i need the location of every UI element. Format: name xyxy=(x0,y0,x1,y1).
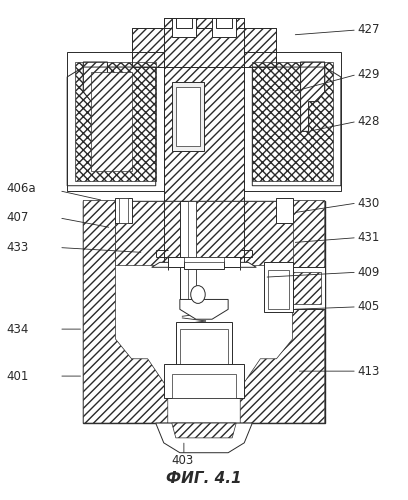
Bar xyxy=(180,329,228,368)
Polygon shape xyxy=(172,423,236,438)
Bar xyxy=(164,364,244,398)
Bar xyxy=(176,87,200,146)
Text: 409: 409 xyxy=(357,266,379,279)
Bar xyxy=(120,198,128,223)
Bar xyxy=(115,200,293,265)
Bar xyxy=(83,200,325,423)
Bar xyxy=(212,18,236,38)
Bar xyxy=(176,322,232,371)
Bar xyxy=(115,198,131,223)
Bar xyxy=(75,62,156,181)
Bar xyxy=(268,270,288,310)
Polygon shape xyxy=(83,200,168,423)
Bar xyxy=(293,268,325,310)
Bar xyxy=(188,200,196,310)
Bar xyxy=(293,272,321,304)
Bar xyxy=(176,18,192,28)
Bar xyxy=(168,258,240,268)
Bar xyxy=(184,258,224,262)
Text: 430: 430 xyxy=(357,196,379,209)
Bar xyxy=(244,52,341,190)
Polygon shape xyxy=(301,62,325,132)
Text: 433: 433 xyxy=(7,241,29,254)
Polygon shape xyxy=(156,423,252,452)
Bar xyxy=(264,262,293,312)
Bar xyxy=(164,18,244,265)
Text: 403: 403 xyxy=(172,454,194,466)
Bar xyxy=(91,72,131,171)
Bar xyxy=(184,262,224,269)
Text: 406a: 406a xyxy=(7,182,36,194)
Bar xyxy=(172,82,204,151)
Text: 427: 427 xyxy=(357,24,379,36)
Bar xyxy=(252,62,333,181)
Bar xyxy=(172,18,196,38)
Text: 413: 413 xyxy=(357,364,379,378)
Bar xyxy=(277,198,293,223)
Bar xyxy=(172,374,236,398)
Text: 428: 428 xyxy=(357,115,379,128)
Text: 429: 429 xyxy=(357,68,379,81)
Bar xyxy=(131,28,277,67)
Text: 401: 401 xyxy=(7,370,29,382)
Text: 431: 431 xyxy=(357,231,379,244)
Bar xyxy=(67,52,164,190)
Bar xyxy=(164,18,244,265)
Polygon shape xyxy=(240,200,325,423)
Bar xyxy=(180,200,196,310)
Polygon shape xyxy=(152,262,256,268)
Circle shape xyxy=(191,286,205,304)
Polygon shape xyxy=(180,300,228,319)
Polygon shape xyxy=(83,62,107,132)
Bar xyxy=(216,18,232,28)
Text: 405: 405 xyxy=(357,300,379,314)
Text: ФИГ. 4.1: ФИГ. 4.1 xyxy=(166,471,242,486)
Text: 407: 407 xyxy=(7,212,29,224)
Bar xyxy=(131,28,277,67)
Text: 434: 434 xyxy=(7,322,29,336)
